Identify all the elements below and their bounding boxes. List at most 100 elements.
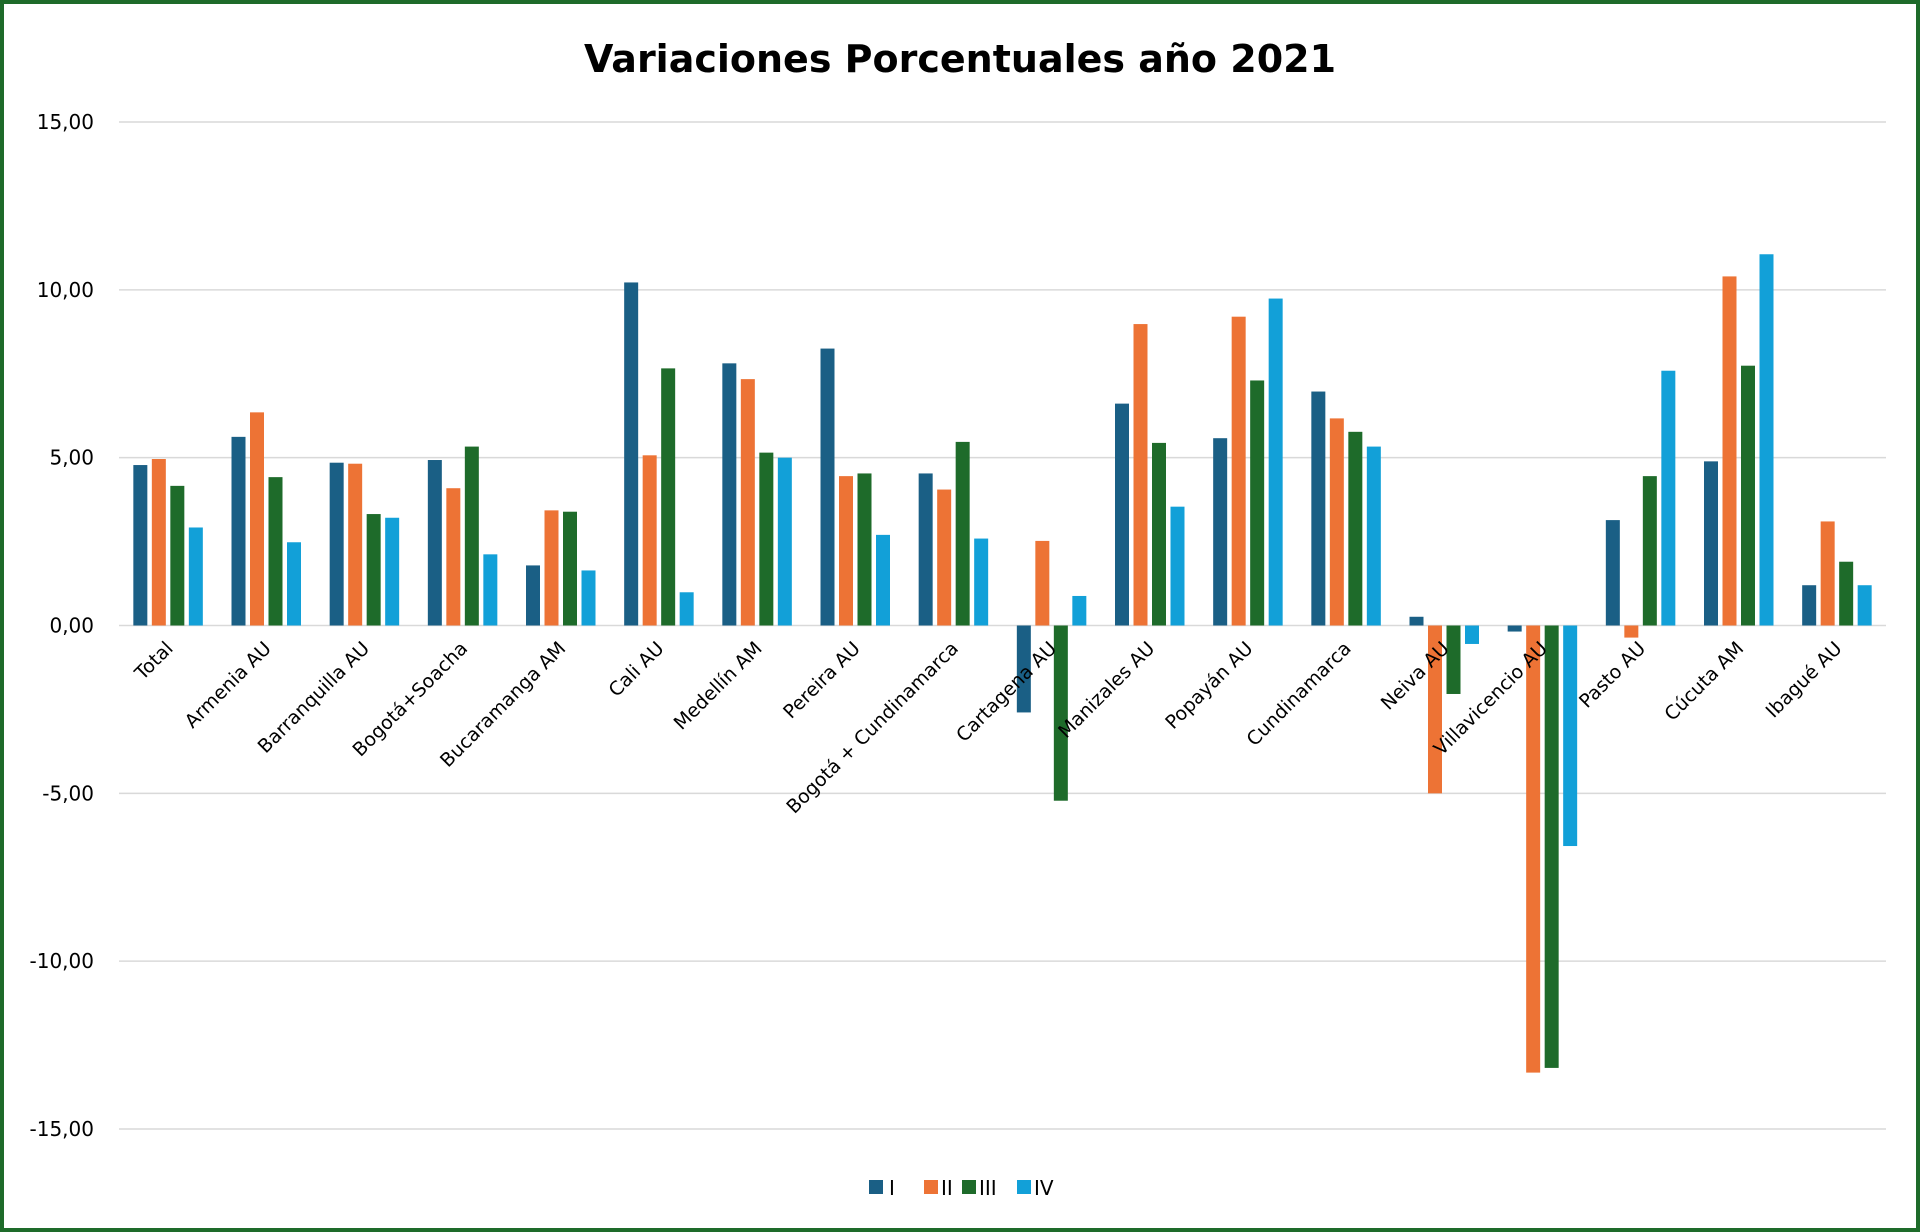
legend-swatch-IV bbox=[1017, 1180, 1031, 1194]
bar-I-10 bbox=[1115, 403, 1129, 626]
x-tick-label: Pasto AU bbox=[1575, 637, 1650, 712]
legend-label-IV: IV bbox=[1034, 1176, 1054, 1200]
bar-I-16 bbox=[1704, 461, 1718, 626]
bar-I-14 bbox=[1507, 625, 1522, 632]
bar-IV-6 bbox=[777, 457, 792, 626]
bar-IV-1 bbox=[287, 542, 301, 626]
bar-II-16 bbox=[1722, 276, 1737, 626]
bar-III-12 bbox=[1348, 431, 1363, 626]
bar-IV-2 bbox=[385, 517, 400, 626]
x-tick-label: Popayán AU bbox=[1161, 637, 1257, 733]
bar-III-5 bbox=[661, 368, 676, 626]
legend-label-III: III bbox=[979, 1176, 997, 1200]
bar-IV-15 bbox=[1661, 370, 1676, 626]
bar-I-1 bbox=[231, 436, 246, 626]
bar-I-8 bbox=[918, 473, 933, 626]
bar-III-4 bbox=[563, 511, 577, 626]
bar-III-11 bbox=[1250, 380, 1265, 626]
bar-IV-4 bbox=[581, 570, 596, 626]
bar-II-1 bbox=[250, 412, 264, 626]
bar-III-14 bbox=[1544, 625, 1559, 1068]
x-tick-label: Cundinamarca bbox=[1242, 637, 1355, 750]
y-tick-label: 5,00 bbox=[49, 446, 94, 470]
bar-I-11 bbox=[1213, 438, 1228, 626]
bar-I-9 bbox=[1016, 625, 1031, 713]
chart-title: Variaciones Porcentuales año 2021 bbox=[584, 37, 1336, 81]
bar-III-1 bbox=[268, 477, 283, 626]
bar-III-13 bbox=[1446, 625, 1461, 694]
x-tick-label: Cali AU bbox=[605, 637, 669, 701]
legend-label-I: I bbox=[889, 1176, 895, 1200]
bar-III-7 bbox=[857, 473, 872, 626]
bar-III-2 bbox=[366, 514, 381, 626]
bar-IV-12 bbox=[1366, 446, 1381, 626]
bar-II-11 bbox=[1231, 316, 1246, 626]
bar-IV-3 bbox=[483, 554, 498, 626]
bar-I-12 bbox=[1311, 391, 1326, 626]
bar-IV-17 bbox=[1857, 585, 1872, 626]
bar-IV-7 bbox=[876, 534, 890, 626]
x-tick-label: Cartagena AU bbox=[952, 637, 1061, 746]
bar-IV-13 bbox=[1465, 625, 1479, 644]
bar-III-6 bbox=[759, 452, 774, 626]
bar-II-17 bbox=[1820, 521, 1835, 626]
bar-II-8 bbox=[937, 489, 952, 626]
bar-II-12 bbox=[1329, 418, 1344, 626]
bar-III-9 bbox=[1053, 625, 1068, 801]
bar-II-13 bbox=[1428, 625, 1442, 794]
bar-II-14 bbox=[1526, 625, 1541, 1073]
x-tick-label: Manizales AU bbox=[1054, 637, 1159, 742]
bar-IV-0 bbox=[188, 527, 203, 626]
bar-II-5 bbox=[642, 455, 657, 626]
bar-I-17 bbox=[1802, 585, 1817, 626]
bar-II-3 bbox=[446, 488, 461, 626]
bar-II-9 bbox=[1035, 540, 1050, 626]
bar-I-5 bbox=[624, 282, 639, 626]
bar-III-16 bbox=[1741, 365, 1755, 626]
bar-I-4 bbox=[526, 565, 540, 626]
y-tick-label: -10,00 bbox=[30, 949, 94, 973]
bar-I-3 bbox=[427, 460, 442, 626]
x-tick-label: Neiva AU bbox=[1377, 637, 1454, 714]
bar-IV-5 bbox=[679, 592, 694, 626]
bar-II-2 bbox=[348, 463, 363, 626]
bar-III-17 bbox=[1839, 561, 1854, 626]
y-tick-label: -5,00 bbox=[42, 781, 94, 805]
x-tick-label: Pereira AU bbox=[779, 637, 865, 723]
bar-I-15 bbox=[1605, 520, 1620, 626]
y-tick-label: 15,00 bbox=[37, 110, 94, 134]
bar-III-8 bbox=[955, 441, 970, 626]
x-tick-label: Medellín AM bbox=[670, 637, 767, 734]
bar-I-0 bbox=[133, 465, 148, 626]
y-tick-label: -15,00 bbox=[30, 1117, 94, 1141]
bar-IV-10 bbox=[1170, 506, 1185, 626]
legend-swatch-III bbox=[962, 1180, 976, 1194]
legend-label-II: II bbox=[941, 1176, 953, 1200]
bar-IV-8 bbox=[974, 538, 989, 626]
bar-II-6 bbox=[740, 379, 755, 626]
bar-IV-16 bbox=[1759, 254, 1774, 626]
x-tick-label: Cúcuta AM bbox=[1660, 637, 1748, 725]
bar-I-13 bbox=[1409, 616, 1424, 626]
bar-II-7 bbox=[839, 476, 853, 626]
bar-II-10 bbox=[1133, 324, 1148, 626]
legend-swatch-I bbox=[869, 1180, 883, 1194]
bar-III-15 bbox=[1642, 476, 1657, 626]
bar-I-2 bbox=[329, 462, 344, 626]
y-tick-label: 0,00 bbox=[49, 614, 94, 638]
bar-III-0 bbox=[170, 485, 185, 626]
bar-III-10 bbox=[1152, 442, 1166, 626]
y-tick-label: 10,00 bbox=[37, 278, 94, 302]
bar-II-15 bbox=[1624, 625, 1639, 638]
bar-IV-11 bbox=[1268, 298, 1283, 626]
x-tick-label: Bogotá + Cundinamarca bbox=[782, 637, 963, 818]
bar-I-7 bbox=[820, 348, 835, 626]
bar-IV-14 bbox=[1563, 625, 1578, 847]
x-tick-label: Armenia AU bbox=[181, 637, 276, 732]
bar-IV-9 bbox=[1072, 595, 1087, 626]
x-tick-label: Ibagué AU bbox=[1762, 637, 1847, 722]
x-tick-label: Total bbox=[130, 637, 178, 685]
bar-II-0 bbox=[151, 459, 166, 626]
bar-I-6 bbox=[722, 363, 737, 626]
